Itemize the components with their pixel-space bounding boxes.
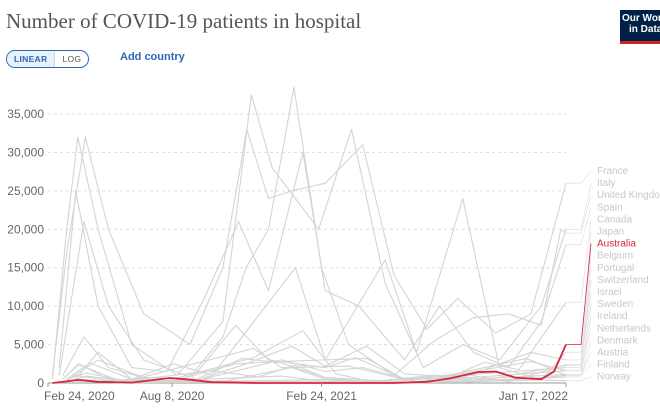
legend-connector — [566, 364, 592, 375]
legend-label-austria[interactable]: Austria — [597, 348, 629, 359]
series-line-austria[interactable] — [66, 347, 567, 384]
add-country-label: Add country — [120, 51, 185, 63]
y-tick-label: 20,000 — [7, 222, 44, 236]
x-tick-label: Feb 24, 2021 — [286, 389, 357, 403]
legend-connector — [566, 170, 592, 184]
legend-label-finland[interactable]: Finland — [597, 360, 630, 371]
y-tick-label: 10,000 — [7, 299, 44, 313]
legend-label-norway[interactable]: Norway — [597, 372, 631, 383]
series-line-japan[interactable] — [75, 197, 567, 381]
logo-text-line1: Our World — [622, 13, 660, 24]
legend-label-netherlands[interactable]: Netherlands — [597, 323, 651, 334]
legend-connector — [566, 352, 592, 376]
series-line-sweden[interactable] — [66, 359, 567, 383]
legend-label-italy[interactable]: Italy — [597, 178, 615, 189]
legend-label-denmark[interactable]: Denmark — [597, 335, 639, 346]
linear-scale-button[interactable]: LINEAR — [7, 51, 55, 67]
y-tick-label: 0 — [37, 376, 44, 390]
series-line-italy[interactable] — [51, 94, 567, 380]
scale-toggle: LINEAR LOG — [6, 50, 90, 68]
legend-connector — [566, 207, 592, 246]
x-axis: Feb 24, 2020 Aug 8, 2020 Feb 24, 2021 Jan 1… — [44, 383, 568, 403]
legend-label-spain[interactable]: Spain — [597, 202, 623, 213]
legend-label-france[interactable]: France — [597, 166, 629, 177]
y-tick-label: 15,000 — [7, 261, 44, 275]
series-line-france[interactable] — [51, 128, 567, 376]
legend-label-united-kingdom[interactable]: United Kingdom — [597, 190, 660, 201]
y-tick-label: 35,000 — [7, 107, 44, 121]
legend-connector — [566, 279, 592, 369]
legend-label-sweden[interactable]: Sweden — [597, 299, 633, 310]
legend-connector — [566, 243, 592, 346]
series-line-netherlands[interactable] — [62, 357, 567, 384]
legend-label-portugal[interactable]: Portugal — [597, 263, 634, 274]
logo-accent-bar — [620, 41, 660, 44]
add-country-button[interactable]: Add country — [120, 51, 185, 63]
series-layer — [51, 86, 567, 384]
chart-title: Number of COVID-19 patients in hospital — [6, 9, 362, 33]
legend-connector — [566, 328, 592, 372]
legend-connector — [566, 340, 592, 378]
y-tick-label: 25,000 — [7, 184, 44, 198]
legend-label-canada[interactable]: Canada — [597, 214, 632, 225]
x-tick-label: Jan 17, 2022 — [499, 389, 569, 403]
legend-label-australia[interactable]: Australia — [597, 239, 636, 250]
legend-label-ireland[interactable]: Ireland — [597, 311, 628, 322]
legend-label-switzerland[interactable]: Switzerland — [597, 275, 649, 286]
grid-layer: 0 5,000 10,000 15,000 20,000 25,000 30,000 35,0… — [7, 107, 566, 390]
legend-label-belgium[interactable]: Belgium — [597, 251, 633, 262]
legend-connector — [566, 183, 592, 230]
x-tick-label: Aug 8, 2020 — [140, 389, 205, 403]
legend-label-israel[interactable]: Israel — [597, 287, 621, 298]
legend-connector — [566, 195, 592, 234]
y-tick-label: 30,000 — [7, 145, 44, 159]
legend-connector — [566, 376, 592, 382]
series-line-spain[interactable] — [58, 151, 567, 373]
owid-logo[interactable]: Our World in Data — [620, 10, 660, 44]
legend-connector — [566, 219, 592, 303]
logo-text-line2: in Data — [629, 24, 660, 35]
y-tick-label: 5,000 — [14, 338, 44, 352]
log-scale-button[interactable]: LOG — [54, 51, 88, 67]
series-line-australia[interactable] — [52, 344, 567, 384]
x-tick-label: Feb 24, 2020 — [44, 389, 115, 403]
legend-label-japan[interactable]: Japan — [597, 227, 624, 238]
legend-connector — [566, 255, 592, 361]
series-line-united-kingdom[interactable] — [58, 86, 567, 378]
legend-connector — [566, 291, 592, 366]
legend-connector — [566, 231, 592, 353]
